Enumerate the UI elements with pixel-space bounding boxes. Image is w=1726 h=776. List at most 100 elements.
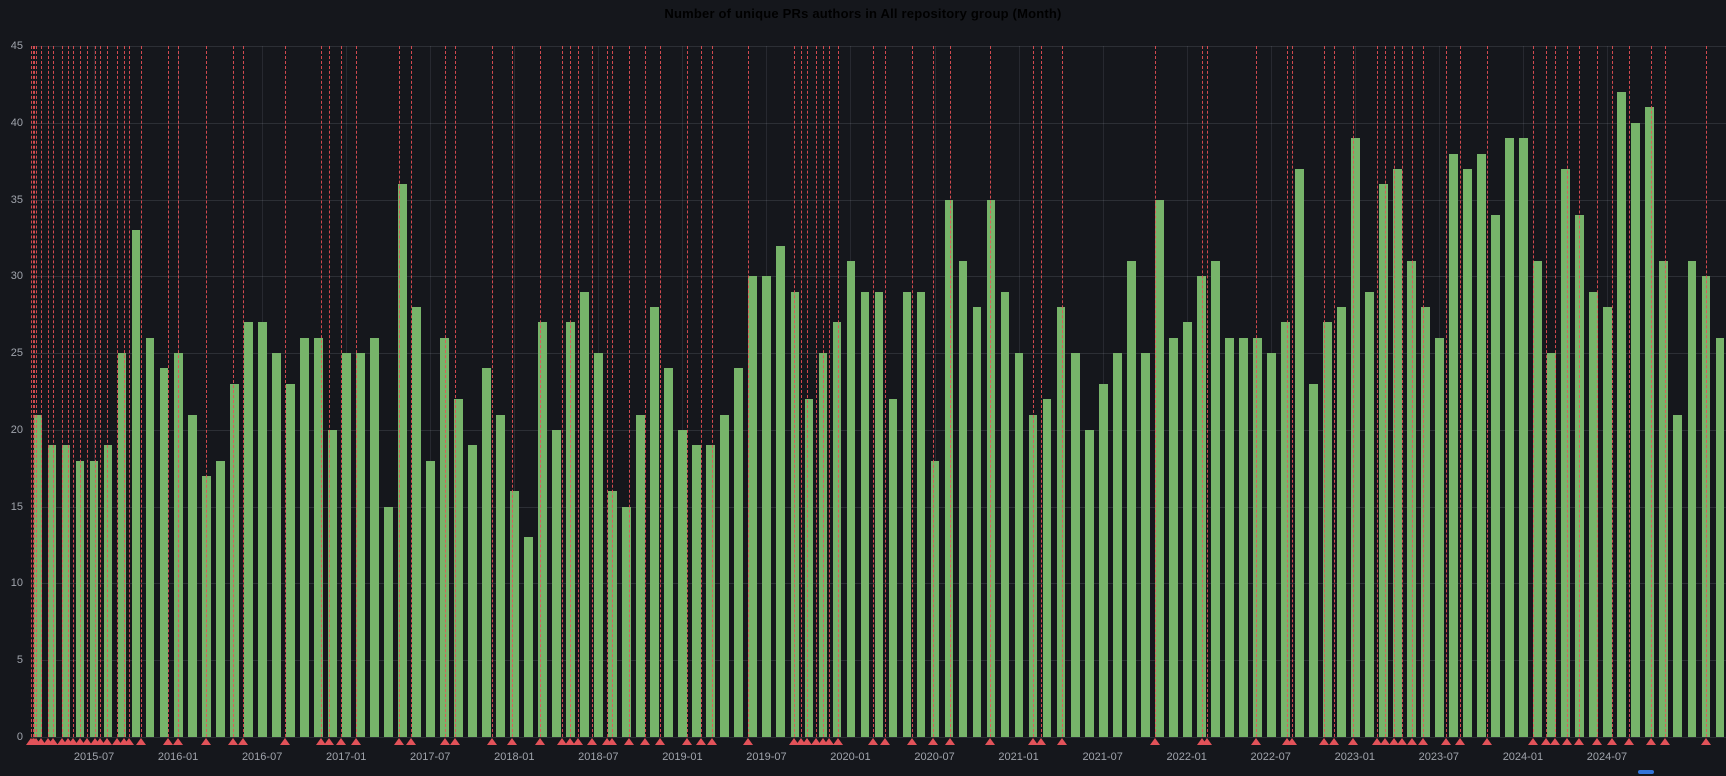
bar[interactable] xyxy=(720,414,730,737)
bar[interactable] xyxy=(552,429,561,737)
bar[interactable] xyxy=(440,337,449,737)
bar[interactable] xyxy=(1070,353,1080,737)
bar[interactable] xyxy=(902,291,912,737)
bar[interactable] xyxy=(790,291,800,737)
bar[interactable] xyxy=(61,445,71,737)
annotation-marker[interactable] xyxy=(824,738,835,745)
bar[interactable] xyxy=(538,322,547,737)
annotation-marker[interactable] xyxy=(695,738,706,745)
bar[interactable] xyxy=(482,368,491,737)
annotation-marker[interactable] xyxy=(1624,738,1635,745)
annotation-marker[interactable] xyxy=(832,738,843,745)
bar[interactable] xyxy=(117,353,127,737)
bar[interactable] xyxy=(285,383,295,737)
annotation-marker[interactable] xyxy=(927,738,938,745)
bar[interactable] xyxy=(678,429,688,737)
bar[interactable] xyxy=(384,506,393,737)
annotation-marker[interactable] xyxy=(817,738,828,745)
annotation-marker[interactable] xyxy=(1607,738,1618,745)
annotation-marker[interactable] xyxy=(1027,738,1038,745)
bar[interactable] xyxy=(1393,168,1402,737)
annotation-marker[interactable] xyxy=(315,738,326,745)
bar[interactable] xyxy=(299,337,309,737)
bar[interactable] xyxy=(888,399,898,737)
bar[interactable] xyxy=(1210,260,1220,737)
bar[interactable] xyxy=(1617,92,1627,737)
bar[interactable] xyxy=(1056,307,1066,737)
bar[interactable] xyxy=(762,276,772,737)
bar[interactable] xyxy=(1365,291,1374,737)
bar[interactable] xyxy=(342,353,351,737)
annotation-marker[interactable] xyxy=(565,738,575,745)
bar[interactable] xyxy=(1561,168,1571,737)
bar[interactable] xyxy=(580,291,589,737)
bar[interactable] xyxy=(1239,337,1248,737)
annotation-marker[interactable] xyxy=(1380,738,1391,745)
annotation-marker[interactable] xyxy=(56,738,67,745)
annotation-marker[interactable] xyxy=(449,738,460,745)
bar[interactable] xyxy=(271,353,281,737)
bar[interactable] xyxy=(1098,383,1108,737)
bar[interactable] xyxy=(1603,307,1613,737)
bar[interactable] xyxy=(944,199,954,737)
bar[interactable] xyxy=(1196,276,1206,737)
bar[interactable] xyxy=(1224,337,1234,737)
annotation-marker[interactable] xyxy=(1371,738,1382,745)
bar[interactable] xyxy=(1491,214,1500,737)
bar[interactable] xyxy=(356,353,365,737)
bar[interactable] xyxy=(1435,337,1444,737)
annotation-marker[interactable] xyxy=(607,738,618,745)
annotation-marker[interactable] xyxy=(90,738,101,745)
annotation-marker[interactable] xyxy=(393,738,404,745)
annotation-marker[interactable] xyxy=(36,738,47,745)
bar[interactable] xyxy=(1631,122,1641,737)
annotation-marker[interactable] xyxy=(405,738,416,745)
bar[interactable] xyxy=(664,368,674,737)
annotation-marker[interactable] xyxy=(227,738,238,745)
bar[interactable] xyxy=(1168,337,1178,737)
annotation-marker[interactable] xyxy=(1407,738,1418,745)
annotation-marker[interactable] xyxy=(1454,738,1465,745)
annotation-marker[interactable] xyxy=(112,738,123,745)
bar[interactable] xyxy=(496,414,505,737)
annotation-marker[interactable] xyxy=(1527,738,1538,745)
annotation-marker[interactable] xyxy=(1700,738,1711,745)
bar[interactable] xyxy=(75,460,85,737)
bar[interactable] xyxy=(1715,337,1725,737)
annotation-marker[interactable] xyxy=(654,738,665,745)
annotation-marker[interactable] xyxy=(237,738,248,745)
bar[interactable] xyxy=(398,184,407,737)
annotation-marker[interactable] xyxy=(124,738,135,745)
bar[interactable] xyxy=(187,414,197,737)
annotation-marker[interactable] xyxy=(880,738,891,745)
bar[interactable] xyxy=(594,353,603,737)
bar[interactable] xyxy=(1645,107,1655,737)
bar[interactable] xyxy=(1351,138,1360,737)
bar[interactable] xyxy=(636,414,646,737)
annotation-marker[interactable] xyxy=(63,738,74,745)
annotation-marker[interactable] xyxy=(1646,738,1657,745)
annotation-marker[interactable] xyxy=(173,738,184,745)
bar[interactable] xyxy=(159,368,169,737)
bar[interactable] xyxy=(1154,199,1164,737)
annotation-marker[interactable] xyxy=(1329,738,1340,745)
bar[interactable] xyxy=(1140,353,1150,737)
bar[interactable] xyxy=(426,460,435,737)
bar[interactable] xyxy=(89,460,99,737)
annotation-marker[interactable] xyxy=(681,738,692,745)
bar[interactable] xyxy=(930,460,940,737)
bar[interactable] xyxy=(1323,322,1332,737)
annotation-marker[interactable] xyxy=(1592,738,1603,745)
annotation-marker[interactable] xyxy=(707,738,718,745)
bar[interactable] xyxy=(1463,168,1472,737)
annotation-marker[interactable] xyxy=(1287,738,1298,745)
annotation-marker[interactable] xyxy=(573,738,584,745)
annotation-marker[interactable] xyxy=(810,738,821,745)
bar[interactable] xyxy=(412,307,421,737)
annotation-marker[interactable] xyxy=(602,738,613,745)
annotation-marker[interactable] xyxy=(985,738,996,745)
annotation-marker[interactable] xyxy=(1149,738,1160,745)
annotation-marker[interactable] xyxy=(1541,738,1552,745)
bar[interactable] xyxy=(1659,260,1669,737)
bar[interactable] xyxy=(1337,307,1346,737)
